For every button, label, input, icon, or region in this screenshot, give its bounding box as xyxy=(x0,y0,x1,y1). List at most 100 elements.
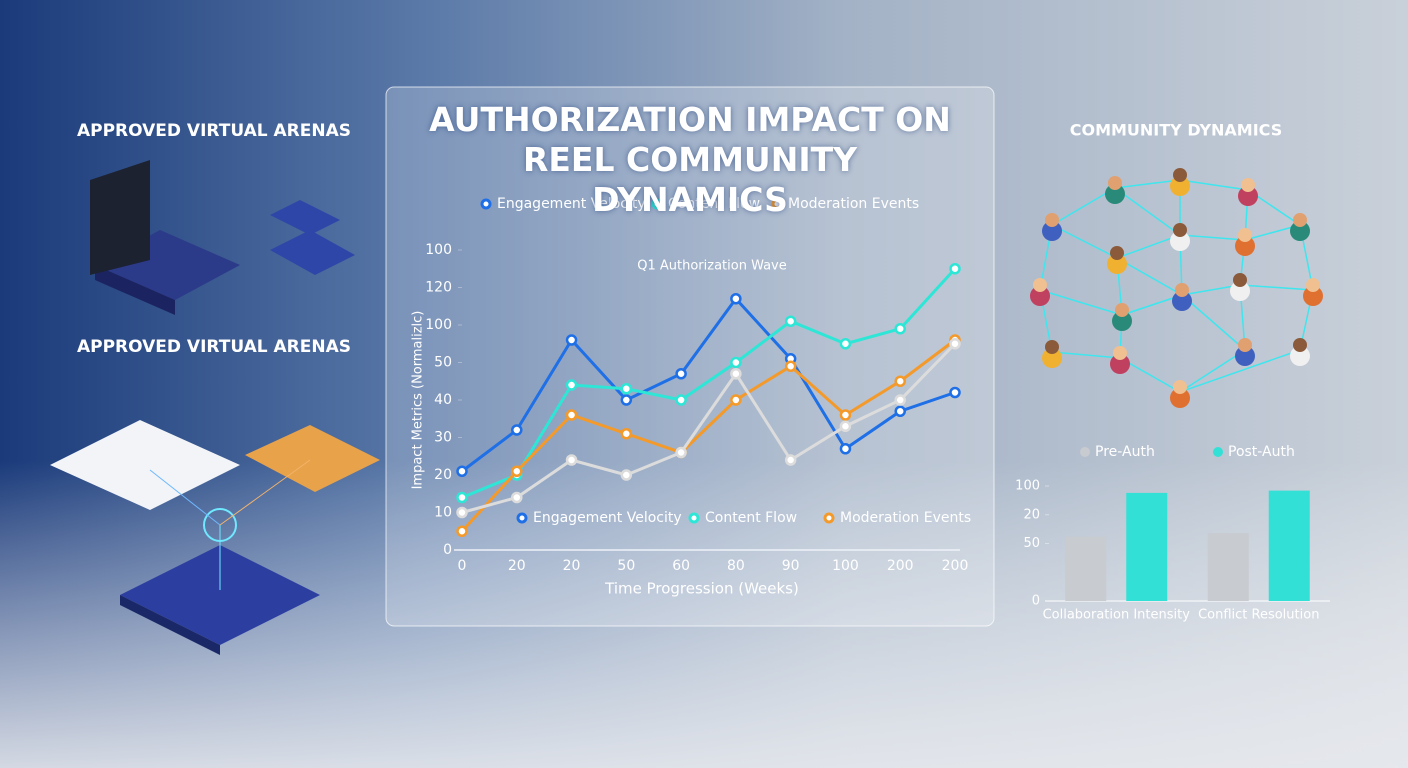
network-link xyxy=(1114,179,1181,189)
network-node xyxy=(1105,184,1125,204)
y-axis-label: Impact Metrics (Normalizlc) xyxy=(411,311,426,490)
legend-marker xyxy=(1213,447,1223,457)
community-network xyxy=(1030,168,1323,408)
legend-marker xyxy=(688,512,700,524)
legend-label: Content Flow xyxy=(705,510,797,526)
x-tick-label: Conflict Resolution xyxy=(1198,608,1319,623)
network-node xyxy=(1170,388,1190,408)
network-link xyxy=(1179,234,1246,241)
x-tick-label: 80 xyxy=(727,558,745,574)
network-node xyxy=(1173,168,1187,182)
x-tick-label: 200 xyxy=(942,558,969,574)
y-tick-label: 30 xyxy=(434,430,452,446)
section-title: COMMUNITY DYNAMICS xyxy=(1070,121,1283,140)
network-node xyxy=(1033,278,1047,292)
data-point xyxy=(620,428,633,440)
network-node xyxy=(1306,278,1320,292)
data-point xyxy=(675,446,687,459)
network-node xyxy=(1303,286,1323,306)
data-point xyxy=(839,420,852,432)
data-point xyxy=(730,293,742,305)
network-link xyxy=(1179,179,1249,191)
x-tick-label: 0 xyxy=(458,558,467,574)
network-node xyxy=(1238,228,1252,242)
x-tick-label: Collaboration Intensity xyxy=(1043,608,1191,623)
series-line xyxy=(461,267,957,499)
legend-marker xyxy=(1080,447,1090,457)
bar xyxy=(1126,492,1168,601)
data-point xyxy=(456,525,468,537)
network-node xyxy=(1235,346,1255,366)
network-node xyxy=(1170,176,1190,196)
section-title: APPROVED VIRTUAL ARENAS xyxy=(77,337,351,357)
data-point xyxy=(784,360,797,372)
network-node xyxy=(1045,213,1059,227)
network-node xyxy=(1045,340,1059,354)
data-point xyxy=(839,443,852,455)
legend-label: Engagement Velocity xyxy=(497,196,646,212)
data-point xyxy=(620,469,633,481)
network-link xyxy=(1051,187,1116,226)
x-tick-label: 200 xyxy=(887,558,914,574)
legend-marker xyxy=(480,198,492,210)
y-tick-label: 50 xyxy=(1023,536,1040,551)
data-point xyxy=(456,491,468,504)
network-link xyxy=(1179,349,1301,393)
y-tick-label: 20 xyxy=(434,467,452,483)
data-point xyxy=(894,405,906,417)
x-tick-label: 50 xyxy=(617,558,635,574)
y-tick-label: 20 xyxy=(1023,507,1040,522)
network-link xyxy=(1114,187,1181,236)
network-node xyxy=(1110,354,1130,374)
y-tick-label: 40 xyxy=(434,392,452,408)
network-node xyxy=(1241,178,1255,192)
network-link xyxy=(1181,284,1241,296)
arena-illustration xyxy=(50,160,380,655)
network-node xyxy=(1238,186,1258,206)
network-node xyxy=(1115,303,1129,317)
legend-label: Pre-Auth xyxy=(1095,444,1155,460)
y-tick-label: 50 xyxy=(434,355,452,371)
data-point xyxy=(565,454,578,466)
x-tick-label: 90 xyxy=(782,558,800,574)
data-point xyxy=(675,394,687,406)
y-tick-label: 10 xyxy=(434,505,452,521)
network-node xyxy=(1293,338,1307,352)
network-node xyxy=(1175,283,1189,297)
data-point xyxy=(839,338,852,350)
data-point xyxy=(565,379,578,391)
network-node xyxy=(1238,338,1252,352)
data-point xyxy=(730,394,742,406)
network-node xyxy=(1170,231,1190,251)
network-node xyxy=(1290,221,1310,241)
bar xyxy=(1268,490,1310,601)
data-point xyxy=(456,506,468,519)
data-point xyxy=(839,409,852,421)
data-point xyxy=(620,383,633,395)
network-node xyxy=(1290,346,1310,366)
network-node xyxy=(1113,346,1127,360)
network-link xyxy=(1239,284,1314,291)
network-node xyxy=(1042,221,1062,241)
data-point xyxy=(730,356,742,369)
data-point xyxy=(511,465,523,477)
bar xyxy=(1065,536,1107,601)
x-axis-label: Time Progression (Weeks) xyxy=(604,580,799,598)
legend-label: Post-Auth xyxy=(1228,444,1295,460)
legend-marker xyxy=(771,198,783,210)
network-node xyxy=(1107,254,1127,274)
legend-label: Content Flow xyxy=(668,196,760,212)
series-line xyxy=(461,296,956,473)
data-point xyxy=(784,315,797,327)
data-point xyxy=(949,263,961,275)
network-node xyxy=(1030,286,1050,306)
section-title: APPROVED VIRTUAL ARENAS xyxy=(77,121,351,141)
data-point xyxy=(456,465,468,477)
annotation: Q1 Authorization Wave xyxy=(637,259,787,274)
legend-marker xyxy=(651,198,663,210)
y-tick-label: 0 xyxy=(443,542,452,558)
data-point xyxy=(730,368,742,380)
data-point xyxy=(565,409,578,421)
